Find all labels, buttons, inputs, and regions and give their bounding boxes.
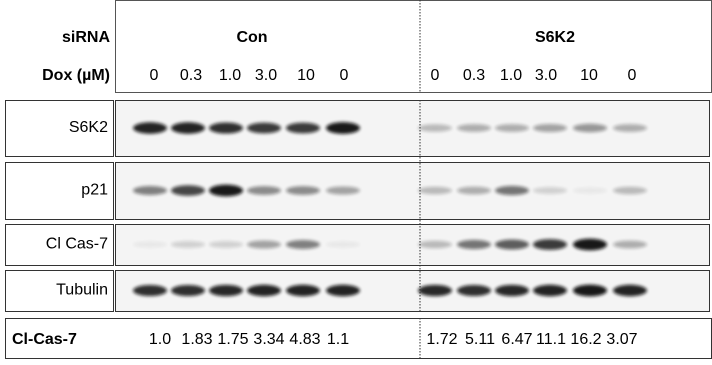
quant-value: 4.83 <box>289 331 320 348</box>
band <box>533 124 567 132</box>
blot-label: S6K2 <box>69 119 108 136</box>
generated: 0 0.3 1.0 3.0 10 0 0 0.3 1.0 3.0 10 0 1.0 1.83 1.75 3.3… <box>6 67 710 348</box>
band <box>573 124 607 132</box>
band <box>209 185 243 197</box>
band <box>247 240 281 248</box>
band <box>533 285 567 296</box>
band <box>326 285 360 296</box>
band <box>247 186 281 195</box>
band <box>286 123 320 134</box>
quant-value: 1.1 <box>327 331 349 348</box>
dox-value: 1.0 <box>500 67 522 84</box>
dox-value: 1.0 <box>219 67 241 84</box>
band <box>326 186 360 194</box>
band <box>495 240 529 250</box>
band <box>495 186 529 195</box>
dox-value: 0.3 <box>463 67 485 84</box>
quant-value: 11.1 <box>536 331 566 348</box>
band <box>171 241 205 248</box>
band <box>613 124 647 132</box>
blot-label: Cl Cas-7 <box>46 236 108 253</box>
band <box>457 285 491 296</box>
band <box>418 124 452 132</box>
band <box>573 285 607 297</box>
quant-value: 3.34 <box>253 331 284 348</box>
band <box>457 240 491 249</box>
blot-label: Tubulin <box>56 282 108 299</box>
band <box>247 285 281 296</box>
band <box>457 187 491 195</box>
band <box>326 122 360 134</box>
band <box>495 285 529 296</box>
header-box <box>116 1 712 93</box>
band <box>133 241 167 247</box>
band <box>171 285 205 296</box>
quant-value: 5.11 <box>465 331 495 348</box>
quant-value: 1.83 <box>181 331 212 348</box>
band <box>209 285 243 296</box>
quant-label: Cl-Cas-7 <box>12 331 77 348</box>
band <box>171 185 205 196</box>
sirna-label: siRNA <box>62 29 110 46</box>
band <box>133 186 167 195</box>
dox-label: Dox (µM) <box>42 67 110 84</box>
band <box>247 123 281 134</box>
blot-label: p21 <box>81 182 108 199</box>
band <box>495 124 529 132</box>
dox-value: 3.0 <box>255 67 277 84</box>
quant-value: 6.47 <box>501 331 532 348</box>
band <box>573 187 607 193</box>
band <box>171 122 205 133</box>
band <box>133 122 167 133</box>
dox-value: 0 <box>431 67 440 84</box>
quant-value: 3.07 <box>606 331 637 348</box>
band <box>286 240 320 249</box>
dox-value: 10 <box>580 67 598 84</box>
band <box>533 187 567 194</box>
band <box>573 239 607 251</box>
dox-value: 0.3 <box>180 67 202 84</box>
dox-value: 10 <box>297 67 315 84</box>
band <box>613 241 647 249</box>
band <box>613 187 647 195</box>
western-blot-figure: siRNA Dox (µM) Con S6K2 Cl-Cas-7 0 0.3 1.0… <box>0 0 712 360</box>
dox-value: 0 <box>628 67 637 84</box>
quant-value: 1.75 <box>217 331 248 348</box>
band <box>286 285 320 296</box>
band <box>418 285 452 296</box>
dox-value: 0 <box>340 67 349 84</box>
band <box>533 239 567 250</box>
band <box>457 124 491 132</box>
band <box>613 285 647 296</box>
band <box>209 122 243 133</box>
band <box>286 186 320 195</box>
group-label: Con <box>236 29 267 46</box>
quant-value: 16.2 <box>570 331 601 348</box>
dox-value: 0 <box>150 67 159 84</box>
band <box>133 285 167 296</box>
quant-value: 1.0 <box>149 331 171 348</box>
band <box>209 241 243 248</box>
dox-value: 3.0 <box>535 67 557 84</box>
group-label: S6K2 <box>535 29 575 46</box>
quant-value: 1.72 <box>426 331 457 348</box>
band <box>418 187 452 195</box>
band <box>326 241 360 247</box>
band <box>418 241 452 249</box>
